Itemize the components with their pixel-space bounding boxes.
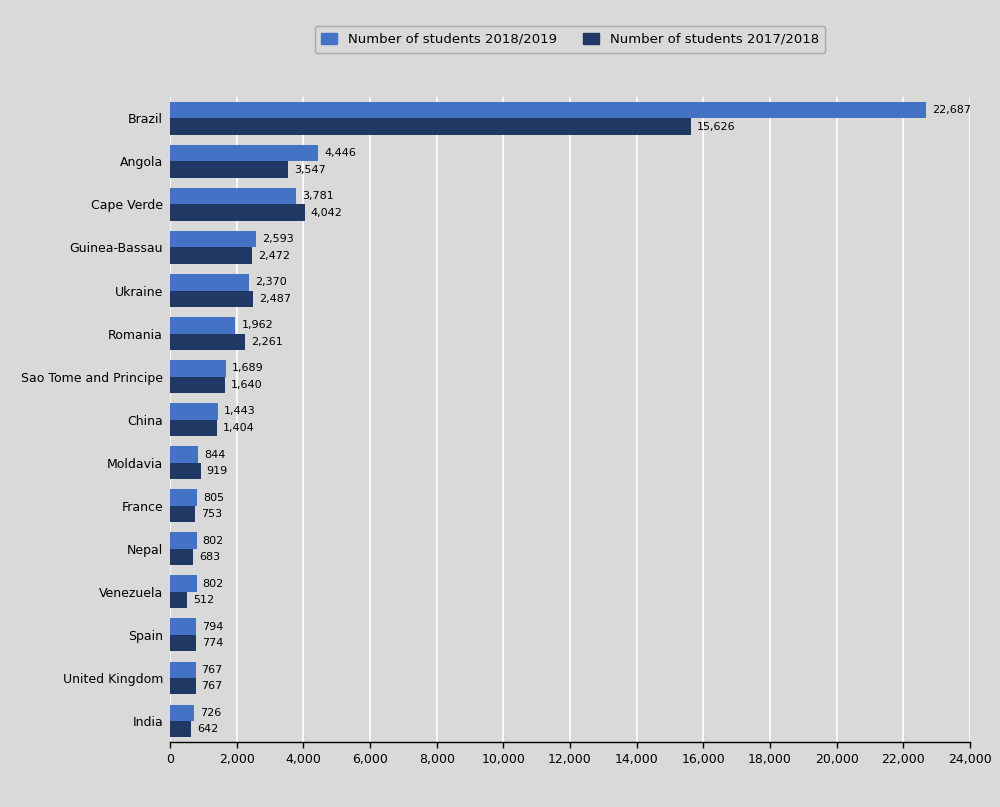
Text: 2,472: 2,472 [258, 251, 290, 261]
Bar [170, 360, 226, 377]
Bar [170, 274, 249, 291]
Bar [170, 333, 245, 350]
Bar [170, 204, 305, 221]
Bar [170, 678, 196, 694]
Bar [170, 317, 235, 333]
Bar [170, 549, 193, 565]
Text: 2,261: 2,261 [251, 337, 283, 347]
Bar [170, 533, 197, 549]
Text: 802: 802 [203, 579, 224, 588]
Text: 1,404: 1,404 [223, 423, 255, 433]
Bar [170, 592, 187, 608]
Bar [170, 705, 194, 721]
Text: 767: 767 [202, 665, 223, 675]
Bar [170, 618, 196, 635]
Bar [170, 119, 691, 135]
Text: 726: 726 [200, 708, 221, 717]
Bar [170, 404, 218, 420]
Text: 2,593: 2,593 [262, 234, 294, 245]
Text: 805: 805 [203, 492, 224, 503]
Bar [170, 420, 217, 436]
Text: 844: 844 [204, 449, 226, 459]
Bar [170, 188, 296, 204]
Bar [170, 506, 195, 522]
Bar [170, 635, 196, 651]
Text: 919: 919 [207, 466, 228, 476]
Text: 1,640: 1,640 [231, 380, 262, 390]
Bar [170, 662, 196, 678]
Bar [170, 161, 288, 178]
Text: 15,626: 15,626 [697, 122, 735, 132]
Text: 3,781: 3,781 [302, 191, 334, 201]
Bar [170, 377, 225, 393]
Text: 1,443: 1,443 [224, 407, 256, 416]
Text: 3,547: 3,547 [294, 165, 326, 174]
Bar [170, 462, 201, 479]
Text: 774: 774 [202, 638, 223, 648]
Text: 512: 512 [193, 595, 214, 605]
Bar [170, 721, 191, 738]
Text: 794: 794 [202, 621, 224, 632]
Text: 1,962: 1,962 [241, 320, 273, 330]
Text: 753: 753 [201, 509, 222, 519]
Bar [170, 489, 197, 506]
Text: 22,687: 22,687 [932, 105, 971, 115]
Bar [170, 248, 252, 264]
Text: 4,042: 4,042 [311, 207, 343, 218]
Text: 2,370: 2,370 [255, 278, 287, 287]
Text: 683: 683 [199, 552, 220, 562]
Bar [170, 291, 253, 307]
Text: 2,487: 2,487 [259, 294, 291, 303]
Text: 802: 802 [203, 536, 224, 546]
Text: 4,446: 4,446 [324, 148, 356, 158]
Bar [170, 102, 926, 119]
Legend: Number of students 2018/2019, Number of students 2017/2018: Number of students 2018/2019, Number of … [315, 26, 825, 52]
Text: 1,689: 1,689 [232, 363, 264, 374]
Bar [170, 446, 198, 462]
Text: 642: 642 [197, 724, 219, 734]
Bar [170, 575, 197, 592]
Text: 767: 767 [202, 681, 223, 691]
Bar [170, 231, 256, 248]
Bar [170, 145, 318, 161]
